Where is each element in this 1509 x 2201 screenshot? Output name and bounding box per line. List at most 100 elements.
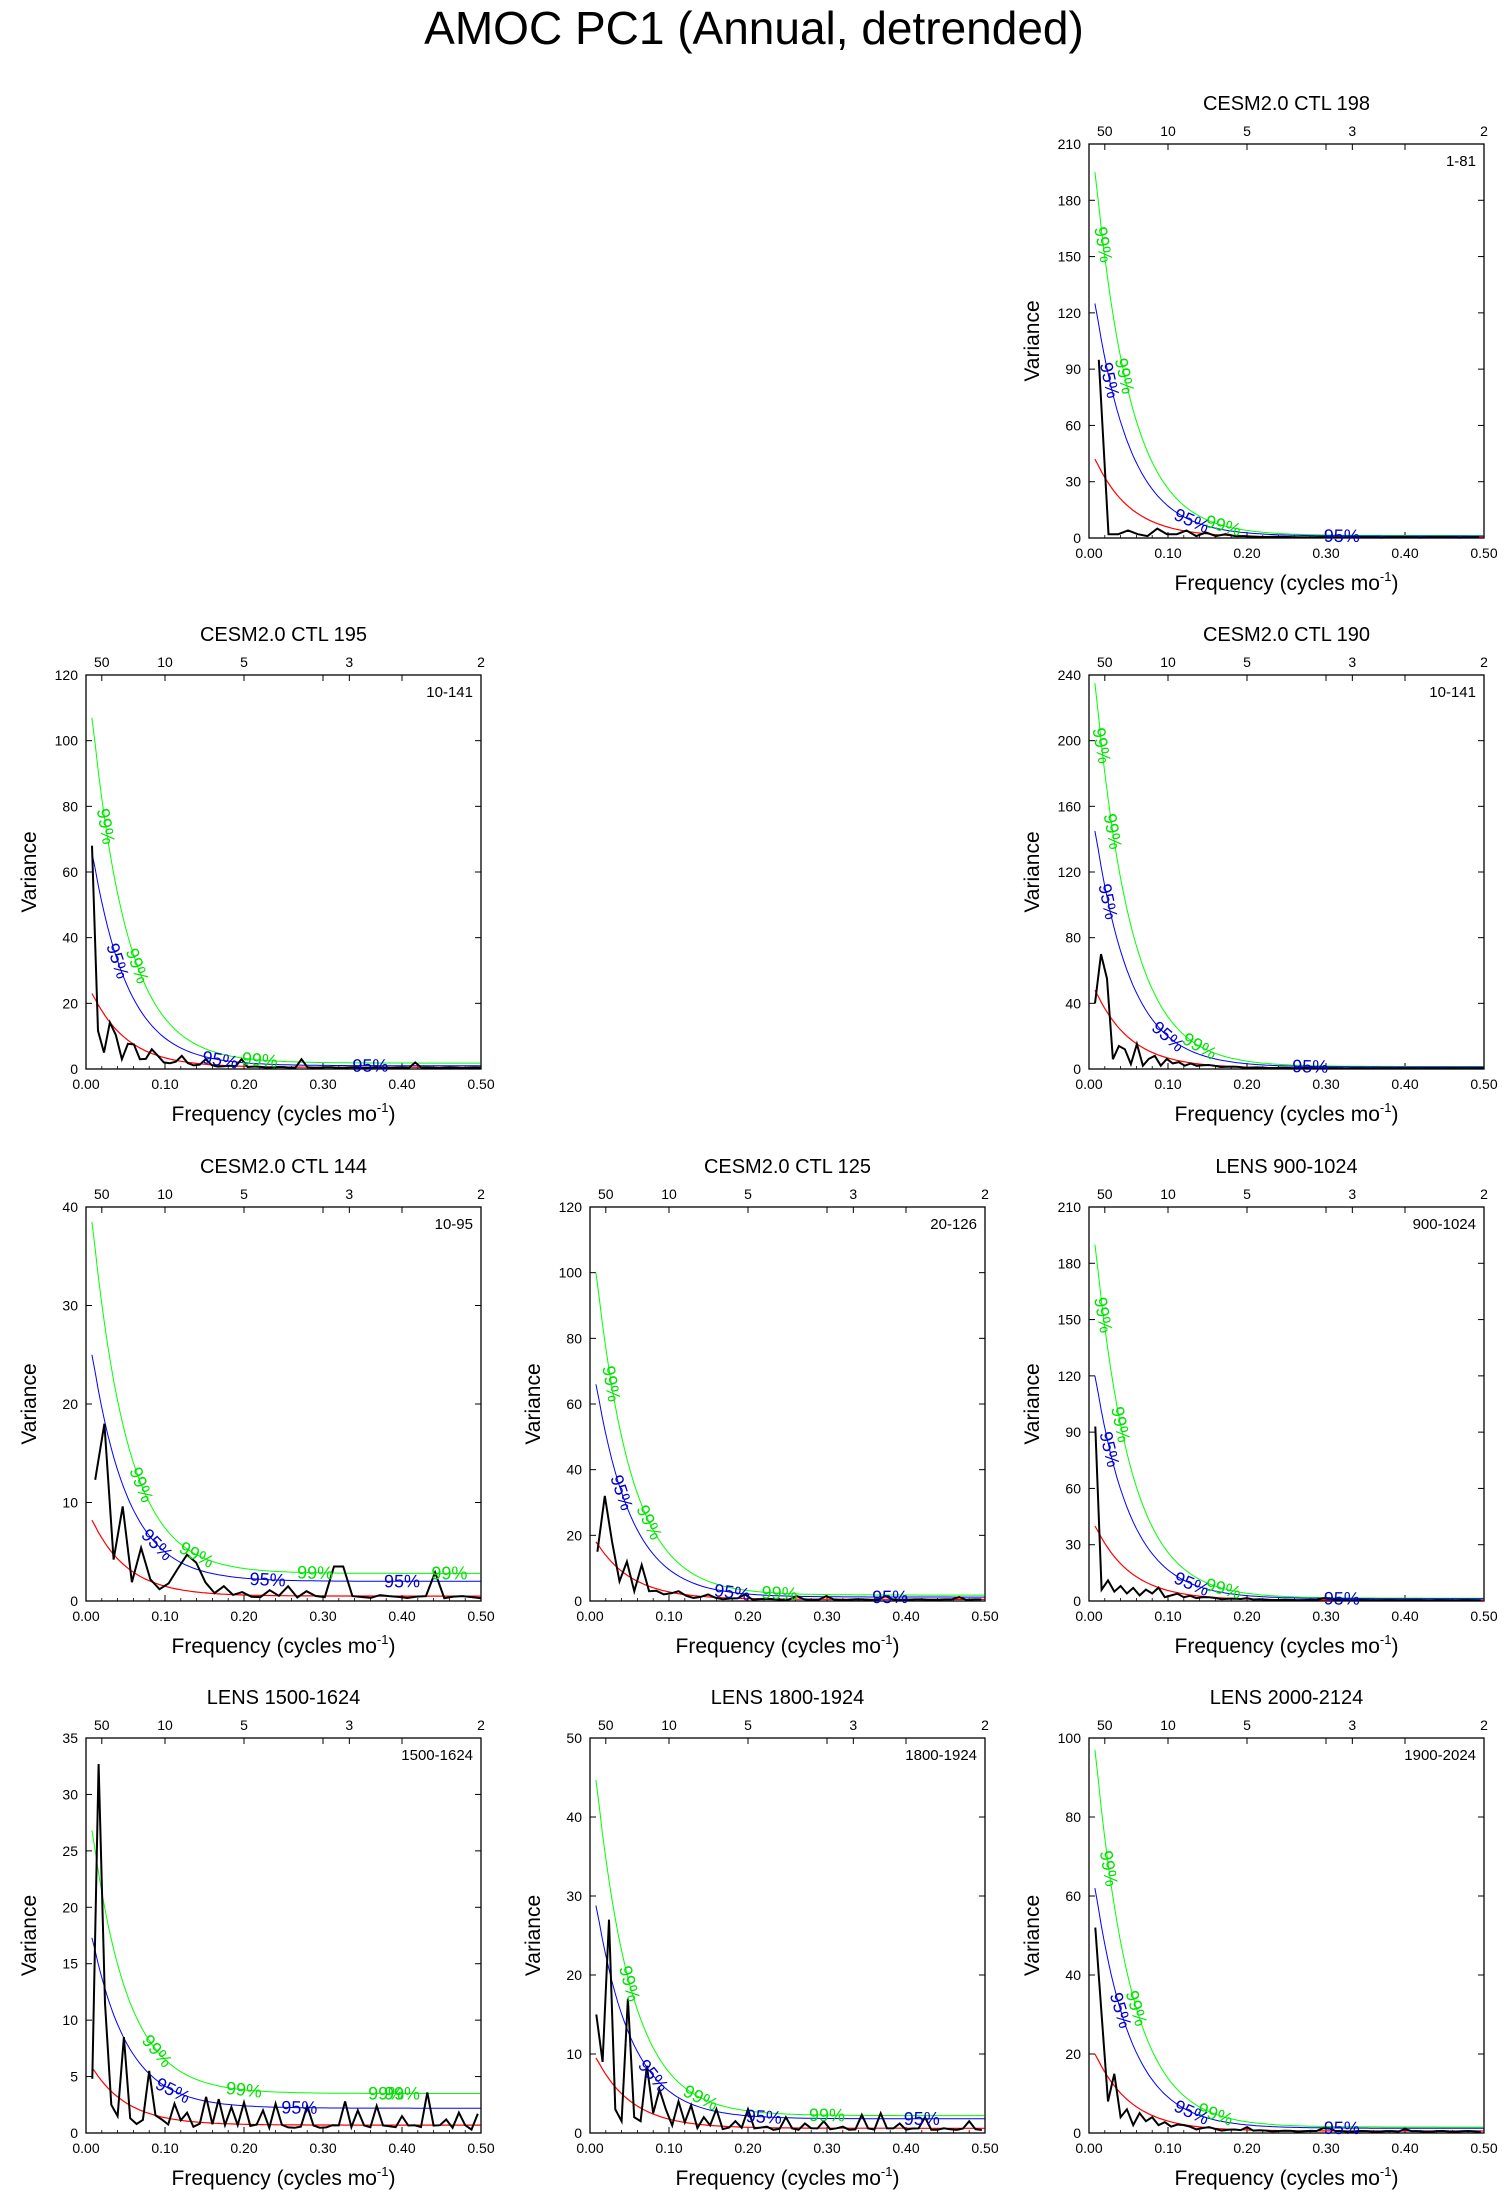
x-axis-label-end: ) <box>388 1103 395 1126</box>
y-tick-label: 200 <box>1058 733 1082 749</box>
y-tick-label: 20 <box>566 1527 582 1543</box>
x-tick-label: 0.10 <box>151 1076 178 1092</box>
x-axis-label: Frequency (cycles mo-1) <box>676 2164 900 2190</box>
y-tick-label: 180 <box>1058 1255 1082 1271</box>
period-tick-label: 2 <box>1480 123 1488 139</box>
period-range-label: 1800-1924 <box>905 1747 977 1764</box>
x-axis-label-end: ) <box>1391 1635 1398 1658</box>
x-axis-label-end: ) <box>892 1635 899 1658</box>
y-tick-label: 210 <box>1058 1199 1082 1215</box>
y-axis-label: Variance <box>18 1895 41 1976</box>
ci99-label: 99% <box>615 1964 644 2004</box>
x-tick-label: 0.00 <box>1075 2140 1102 2156</box>
plot-frame <box>1088 1737 1485 2134</box>
ci95-label: 95% <box>1094 882 1121 921</box>
ci95-curve <box>1094 830 1484 1068</box>
period-tick-label: 2 <box>477 1186 485 1202</box>
y-tick-label: 15 <box>62 1956 78 1972</box>
panel-3: CESM2.0 CTL 190 0.00 0.10 0.20 0.30 0.40 0.50 5… <box>1021 624 1498 1126</box>
x-tick-label: 0.10 <box>1154 1608 1181 1624</box>
period-range-label: 20-126 <box>930 1216 977 1233</box>
ci99-label: 99% <box>225 2078 263 2102</box>
ci95-label: 95% <box>1148 1017 1188 1056</box>
period-tick-label: 50 <box>94 654 110 670</box>
x-tick-label: 0.20 <box>230 1608 257 1624</box>
x-tick-label: 0.10 <box>1154 2140 1181 2156</box>
ci99-label: 99% <box>297 1562 333 1583</box>
red-noise-curve <box>1094 1525 1484 1601</box>
panel-5: CESM2.0 CTL 125 0.00 0.10 0.20 0.30 0.40 0.50 5… <box>522 1156 999 1658</box>
spectrum-line <box>1094 1426 1481 1602</box>
period-tick-label: 2 <box>1480 654 1488 670</box>
period-range-label: 1900-2024 <box>1404 1747 1476 1764</box>
y-tick-label: 120 <box>1058 1368 1082 1384</box>
spectrum-line <box>91 845 482 1070</box>
y-tick-label: 30 <box>1065 474 1081 490</box>
period-tick-label: 2 <box>1480 1717 1488 1733</box>
period-tick-label: 10 <box>1160 1717 1176 1733</box>
x-axis-label-sup: -1 <box>881 2164 893 2179</box>
x-tick-label: 0.40 <box>1391 2140 1418 2156</box>
x-axis-label: Frequency (cycles mo-1) <box>1175 1100 1399 1126</box>
period-tick-label: 3 <box>1348 1717 1356 1733</box>
y-tick-label: 10 <box>62 1495 78 1511</box>
period-tick-label: 3 <box>345 1186 353 1202</box>
ci99-label: 99% <box>125 1464 157 1505</box>
x-tick-label: 0.30 <box>309 1608 336 1624</box>
period-tick-label: 5 <box>1243 1186 1251 1202</box>
y-axis-label: Variance <box>1021 1363 1044 1444</box>
y-tick-label: 60 <box>62 864 78 880</box>
ci99-label: 99% <box>138 2031 176 2071</box>
plot-frame <box>589 1737 986 2134</box>
x-tick-label: 0.20 <box>734 1608 761 1624</box>
y-tick-label: 40 <box>62 1199 78 1215</box>
y-tick-label: 30 <box>62 1298 78 1314</box>
x-axis-label-end: ) <box>1391 572 1398 595</box>
x-tick-label: 0.00 <box>72 2140 99 2156</box>
y-tick-label: 0 <box>70 1593 78 1609</box>
ci99-label: 99% <box>93 807 119 846</box>
y-tick-label: 60 <box>1065 1480 1081 1496</box>
ci99-curve <box>91 717 481 1064</box>
x-tick-label: 0.30 <box>1312 545 1339 561</box>
y-tick-label: 10 <box>62 2012 78 2028</box>
x-tick-label: 0.50 <box>1470 545 1497 561</box>
x-tick-label: 0.40 <box>1391 1608 1418 1624</box>
x-tick-label: 0.30 <box>309 2140 336 2156</box>
ci99-label: 99% <box>176 1537 217 1571</box>
ci95-label: 95% <box>1324 2118 1360 2138</box>
ci99-label: 99% <box>1090 225 1116 264</box>
panel-title: CESM2.0 CTL 125 <box>704 1156 871 1178</box>
ci99-label: 99% <box>809 2105 845 2126</box>
ci95-curve <box>91 1937 481 2109</box>
ci99-curve <box>595 1272 985 1596</box>
y-tick-label: 25 <box>62 1843 78 1859</box>
x-tick-label: 0.10 <box>1154 1076 1181 1092</box>
ci99-label: 99% <box>761 1582 798 1604</box>
x-axis-label-main: Frequency (cycles mo <box>1175 2167 1380 2190</box>
y-tick-label: 0 <box>574 2125 582 2141</box>
y-tick-label: 210 <box>1058 136 1082 152</box>
figure-title: AMOC PC1 (Annual, detrended) <box>424 2 1084 54</box>
panel-title: LENS 1800-1924 <box>711 1687 864 1709</box>
x-axis-label-sup: -1 <box>377 1632 389 1647</box>
ci95-label: 95% <box>872 1587 908 1607</box>
plot-frame <box>85 674 482 1070</box>
period-tick-label: 50 <box>598 1186 614 1202</box>
y-tick-label: 80 <box>1065 1809 1081 1825</box>
ci99-curve <box>91 1221 481 1574</box>
y-tick-label: 50 <box>566 1730 582 1746</box>
x-tick-label: 0.10 <box>1154 545 1181 561</box>
y-tick-label: 60 <box>566 1396 582 1412</box>
spectrum-line <box>596 1495 982 1601</box>
period-tick-label: 10 <box>157 1717 173 1733</box>
x-tick-label: 0.20 <box>1233 1076 1260 1092</box>
period-tick-label: 3 <box>1348 654 1356 670</box>
ci99-label: 99% <box>1090 1296 1116 1335</box>
period-tick-label: 5 <box>240 1186 248 1202</box>
period-range-label: 1500-1624 <box>401 1747 473 1764</box>
ci99-label: 99% <box>1089 726 1115 765</box>
period-tick-label: 2 <box>1480 1186 1488 1202</box>
x-tick-label: 0.00 <box>72 1076 99 1092</box>
